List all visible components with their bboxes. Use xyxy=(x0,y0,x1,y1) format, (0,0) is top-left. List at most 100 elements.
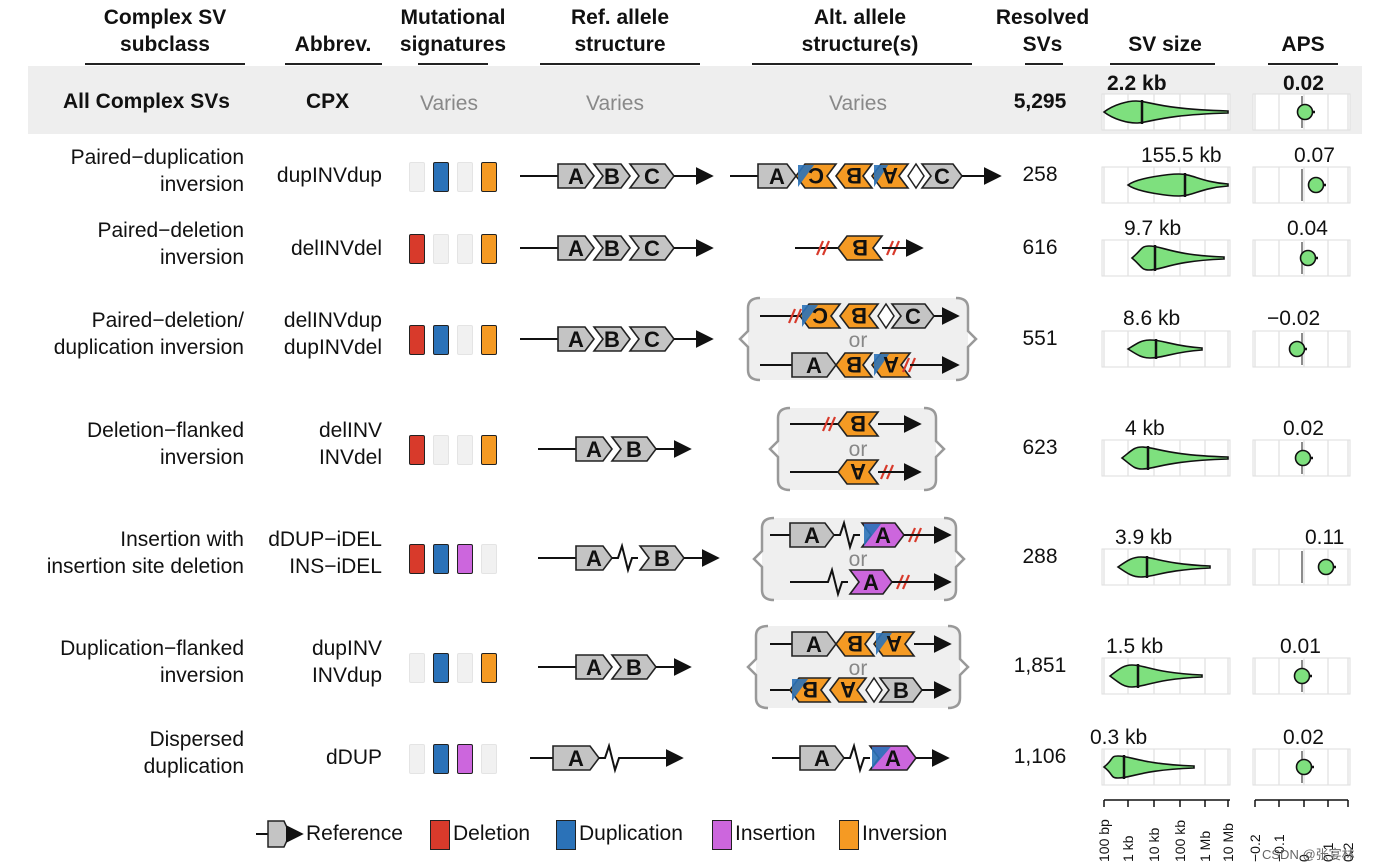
header-abbrev: Abbrev. xyxy=(294,33,372,56)
segment-label: A xyxy=(885,746,901,771)
signature-inv xyxy=(481,234,497,264)
segment-label: A xyxy=(568,164,584,189)
right-brace xyxy=(923,406,946,492)
segment-label: A xyxy=(814,746,830,771)
right-brace xyxy=(955,296,978,382)
header-rule xyxy=(540,63,700,65)
header-rule xyxy=(752,63,972,65)
legend-deletion: Deletion xyxy=(453,822,531,845)
segment-c: C xyxy=(795,163,838,189)
segment-c: C xyxy=(920,163,963,189)
abbrev-label: dupINV INVdup xyxy=(311,637,382,687)
signature-empty xyxy=(409,653,425,683)
segment-shape xyxy=(638,545,685,571)
subclass-label: Duplication−flanked inversion xyxy=(60,637,244,687)
or-label: or xyxy=(849,329,868,352)
size-median-label: 8.6 kb xyxy=(1123,307,1181,330)
segment-b: B xyxy=(835,163,874,189)
all-row-alt: Varies xyxy=(829,92,887,115)
segment-label: B xyxy=(802,677,818,702)
segment-shape xyxy=(789,522,835,548)
legend-duplication: Duplication xyxy=(579,822,683,845)
segment-label: B xyxy=(846,163,862,188)
segment-b: B xyxy=(837,235,884,261)
segment-label: A xyxy=(806,632,822,657)
segment-b: B xyxy=(837,411,880,437)
segment-a: A xyxy=(873,631,916,657)
segment-shape xyxy=(557,163,595,189)
aps-point xyxy=(1295,758,1313,776)
header-mutsig: Mutational signatures xyxy=(399,6,507,56)
aps-point xyxy=(1307,176,1325,194)
segment-b: B xyxy=(592,326,631,352)
deletion-mark xyxy=(827,416,837,432)
segment-a: A xyxy=(848,569,893,595)
segment-b: B xyxy=(592,235,631,261)
size-median-label: 1.5 kb xyxy=(1106,635,1164,658)
legend-insertion: Insertion xyxy=(735,822,816,845)
segment-a: A xyxy=(575,654,613,680)
signature-ins xyxy=(457,744,473,774)
segment-c: C xyxy=(799,303,842,329)
segment-label: A xyxy=(568,746,584,771)
distal-locus-break xyxy=(612,542,638,574)
segment-label: C xyxy=(934,164,950,189)
header-subclass: Complex SV subclass xyxy=(103,6,227,56)
segment-c: C xyxy=(628,326,675,352)
distal-locus-break xyxy=(599,742,625,774)
segment-shape xyxy=(878,677,923,703)
segment-label: C xyxy=(808,163,824,188)
duplicated-patch xyxy=(874,354,890,376)
size-violin xyxy=(1108,664,1203,688)
segment-a: A xyxy=(837,459,880,485)
segment-b: B xyxy=(835,352,874,378)
segment-label: B xyxy=(626,655,642,680)
signature-dup xyxy=(433,744,449,774)
resolved-count: 1,106 xyxy=(1013,745,1067,768)
segment-a: A xyxy=(868,745,917,771)
abbrev-label: dupINVdup xyxy=(276,164,382,187)
segment-shape xyxy=(839,303,880,329)
segment-label: B xyxy=(626,437,642,462)
segment-label: A xyxy=(769,164,785,189)
legend-duplication-swatch xyxy=(556,820,576,850)
size-violin xyxy=(1116,556,1211,578)
size-violin xyxy=(1126,339,1203,359)
deletion-mark xyxy=(901,357,911,373)
deletion-mark xyxy=(815,240,825,256)
legend-inversion-swatch xyxy=(839,820,859,850)
segment-label: B xyxy=(893,678,909,703)
segment-a: A xyxy=(871,352,912,378)
size-median-label: 155.5 kb xyxy=(1141,144,1222,167)
legend-insertion-swatch xyxy=(712,820,732,850)
duplicated-patch xyxy=(798,165,814,187)
segment-label: B xyxy=(847,631,863,656)
abbrev-label: delINVdup dupINVdel xyxy=(283,309,382,359)
size-violin xyxy=(1126,173,1229,197)
header-rule xyxy=(285,63,382,65)
segment-a: A xyxy=(575,436,613,462)
all-row-count: 5,295 xyxy=(1013,90,1067,113)
junction-diamond xyxy=(865,676,883,704)
signature-empty xyxy=(409,162,425,192)
segment-label: A xyxy=(586,437,602,462)
signature-inv xyxy=(481,653,497,683)
segment-b: B xyxy=(610,654,657,680)
header-rule xyxy=(418,63,488,65)
or-label: or xyxy=(849,438,868,461)
resolved-count: 551 xyxy=(1022,327,1058,350)
deletion-mark xyxy=(821,416,831,432)
size-median-label: 0.3 kb xyxy=(1090,726,1148,749)
segment-shape xyxy=(610,654,657,680)
resolved-count: 623 xyxy=(1022,436,1058,459)
segment-shape xyxy=(592,163,631,189)
segment-b: B xyxy=(592,163,631,189)
signature-empty xyxy=(481,544,497,574)
deletion-mark xyxy=(793,308,803,324)
segment-a: A xyxy=(789,522,835,548)
segment-a: A xyxy=(557,235,595,261)
left-brace xyxy=(752,516,775,602)
segment-shape xyxy=(837,411,880,437)
header-rule xyxy=(1268,63,1338,65)
